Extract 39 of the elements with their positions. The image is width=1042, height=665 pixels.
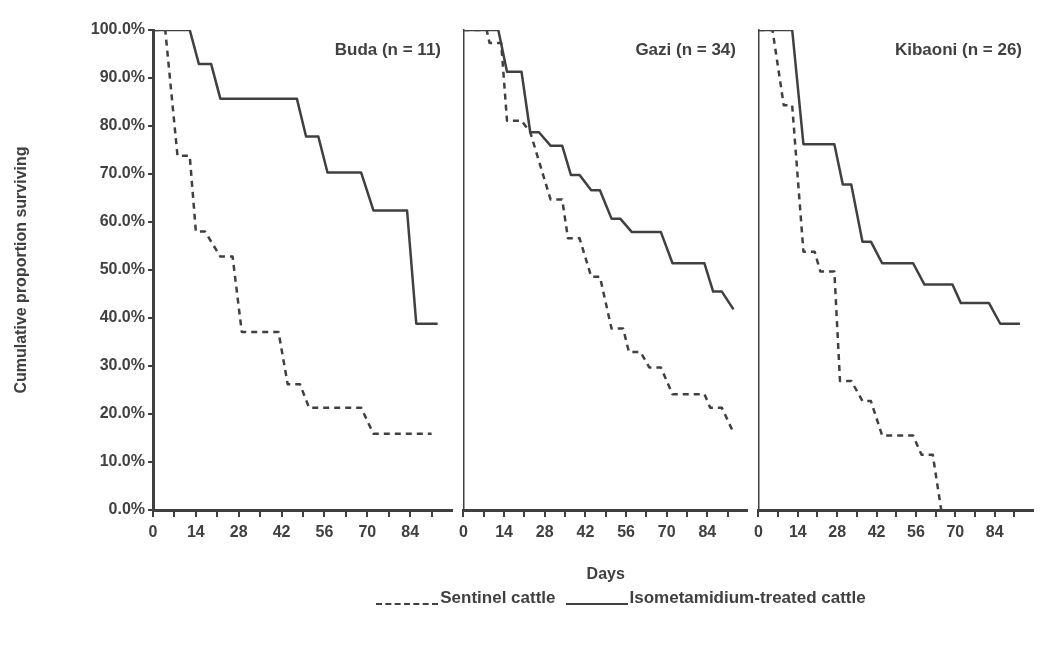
- y-tick-label: 10.0%: [99, 452, 145, 470]
- x-tick-label: 28: [535, 523, 554, 541]
- x-tick-label: 42: [272, 523, 291, 541]
- y-tick-label: 0.0%: [108, 500, 145, 518]
- x-axis-title: Days: [586, 564, 625, 582]
- x-tick-label: 70: [358, 523, 377, 541]
- x-tick-label: 84: [985, 523, 1004, 541]
- x-tick-label: 56: [617, 523, 636, 541]
- y-tick-label: 100.0%: [90, 20, 145, 38]
- y-tick-label: 30.0%: [99, 356, 145, 374]
- x-tick-label: 56: [315, 523, 334, 541]
- x-tick-label: 28: [828, 523, 847, 541]
- y-tick-label: 90.0%: [99, 68, 145, 86]
- x-tick-label: 0: [459, 523, 468, 541]
- x-tick-label: 14: [186, 523, 205, 541]
- y-tick-label: 20.0%: [99, 404, 145, 422]
- x-tick-label: 70: [657, 523, 676, 541]
- x-tick-label: 0: [148, 523, 158, 541]
- y-tick-label: 60.0%: [99, 212, 145, 230]
- x-tick-label: 56: [907, 523, 925, 541]
- text: Kibaoni (n = 26): [894, 40, 1022, 60]
- y-tick-label: 40.0%: [99, 308, 145, 326]
- x-tick-label: 84: [698, 523, 717, 541]
- y-tick-label: 50.0%: [99, 260, 145, 278]
- y-axis-title: Cumulative proportion surviving: [12, 146, 30, 394]
- x-tick-label: 28: [229, 523, 248, 541]
- x-tick-label: 0: [754, 523, 763, 541]
- x-tick-label: 42: [867, 523, 886, 541]
- x-tick-label: 70: [946, 523, 965, 541]
- x-tick-label: 14: [788, 523, 807, 541]
- legend-label: Isometamidium-treated cattle: [629, 588, 866, 608]
- y-tick-label: 80.0%: [99, 116, 145, 134]
- x-tick-label: 42: [576, 523, 595, 541]
- x-tick-label: 14: [495, 523, 514, 541]
- text: Gazi (n = 34): [635, 40, 736, 60]
- y-tick-label: 70.0%: [99, 164, 145, 182]
- text: Buda (n = 11): [334, 40, 441, 60]
- legend-label: Sentinel cattle: [440, 588, 556, 608]
- x-tick-label: 84: [401, 523, 420, 541]
